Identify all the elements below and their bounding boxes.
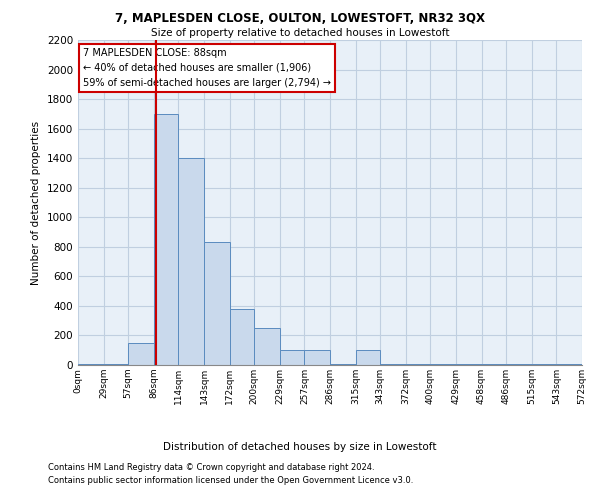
- Bar: [406, 364, 430, 365]
- Bar: [430, 364, 456, 365]
- Bar: [230, 309, 254, 365]
- Bar: [356, 350, 380, 365]
- Bar: [304, 350, 330, 365]
- Text: Distribution of detached houses by size in Lowestoft: Distribution of detached houses by size …: [163, 442, 437, 452]
- Bar: [104, 364, 128, 365]
- Bar: [128, 343, 154, 365]
- Text: Contains HM Land Registry data © Crown copyright and database right 2024.: Contains HM Land Registry data © Crown c…: [48, 464, 374, 472]
- Bar: [330, 364, 356, 365]
- Text: Size of property relative to detached houses in Lowestoft: Size of property relative to detached ho…: [151, 28, 449, 38]
- Text: 7 MAPLESDEN CLOSE: 88sqm
← 40% of detached houses are smaller (1,906)
59% of sem: 7 MAPLESDEN CLOSE: 88sqm ← 40% of detach…: [83, 48, 331, 88]
- Bar: [556, 364, 582, 365]
- Bar: [380, 364, 406, 365]
- Text: Contains public sector information licensed under the Open Government Licence v3: Contains public sector information licen…: [48, 476, 413, 485]
- Y-axis label: Number of detached properties: Number of detached properties: [31, 120, 41, 284]
- Bar: [280, 350, 304, 365]
- Bar: [532, 364, 556, 365]
- Bar: [254, 328, 280, 365]
- Bar: [204, 242, 230, 365]
- Bar: [482, 364, 506, 365]
- Text: 7, MAPLESDEN CLOSE, OULTON, LOWESTOFT, NR32 3QX: 7, MAPLESDEN CLOSE, OULTON, LOWESTOFT, N…: [115, 12, 485, 26]
- Bar: [456, 364, 482, 365]
- Bar: [154, 114, 178, 365]
- Bar: [506, 364, 532, 365]
- Bar: [178, 158, 204, 365]
- Bar: [78, 364, 104, 365]
